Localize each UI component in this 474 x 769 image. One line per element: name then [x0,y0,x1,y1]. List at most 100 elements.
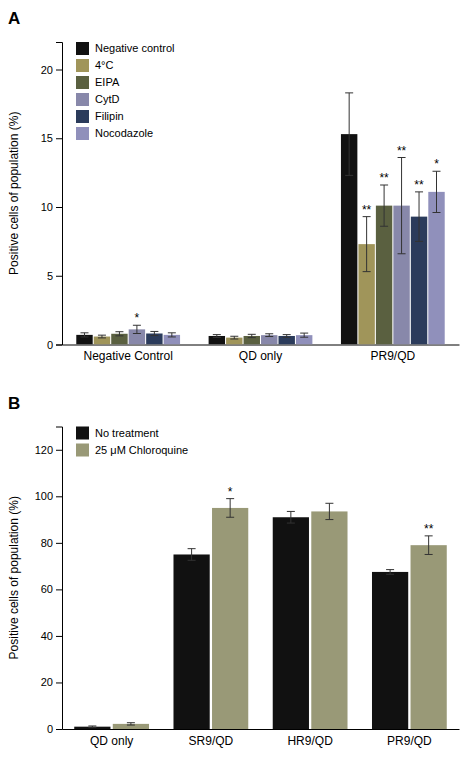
tick-label: 0 [47,723,53,735]
panel: 020406080100120QD onlySR9/QDHR9/QDPR9/QD… [7,394,460,748]
error-bar [98,335,106,338]
error-bar [127,723,135,725]
tick-label: SR9/QD [189,734,234,748]
legend-item: Filipin [76,110,124,123]
legend-swatch [76,76,89,89]
tick: 5 [47,270,62,282]
tick-label: 15 [41,132,53,144]
error-bar [415,192,423,242]
legend-item: CytD [76,93,120,106]
legend-item: Nocodazole [76,127,153,140]
bar [273,517,309,729]
legend: No treatment 25 μM Chloroquine [76,427,188,457]
tick-label: 120 [35,444,53,456]
tick-mark [56,496,62,497]
tick-label: HR9/QD [287,734,333,748]
tick-label: 20 [41,676,53,688]
series [146,192,427,345]
tick-mark [56,345,62,346]
tick: 120 [35,444,62,456]
tick-label: 0 [47,339,53,351]
panel-label: A [8,9,20,28]
significance-marker: * [135,311,140,325]
tick-mark [56,682,62,683]
error-bar [287,511,295,523]
error-bar [168,333,176,337]
axis-line [56,427,63,730]
annotations: ********** [135,144,440,326]
legend-label: 25 μM Chloroquine [95,444,188,456]
significance-marker: ** [397,144,407,158]
tick-label: 100 [35,490,53,502]
legend-swatch [76,427,89,440]
axis-line [63,729,460,730]
legend-swatch [76,42,89,55]
error-bar [300,333,308,337]
tick-label: 5 [47,270,53,282]
y-axis-title: Positive cells of population (%) [7,496,21,659]
series [113,499,447,729]
error-bar [363,217,371,272]
tick: 15 [41,132,62,144]
plot-area [76,93,444,345]
error-bar [325,503,333,519]
y-axis: 0 5 10 15 20 [41,43,63,351]
significance-marker: ** [424,522,434,536]
tick: 0 [47,339,62,351]
legend-item: Negative control [76,42,175,55]
error-bar [133,325,141,333]
tick: 60 [41,583,62,595]
error-bar [425,536,433,555]
tick: HR9/QD [287,729,333,748]
legend-item: 25 μM Chloroquine [76,444,188,457]
error-bar [226,499,234,518]
tick-mark [56,207,62,208]
plot-area [74,499,447,729]
legend-swatch [76,444,89,457]
tick: 20 [41,64,62,76]
x-axis: QD onlySR9/QDHR9/QDPR9/QD [63,729,460,748]
x-axis: Negative ControlQD onlyPR9/QD [63,345,460,364]
panel-label: B [8,394,20,413]
significance-marker: * [434,157,439,171]
legend-label: No treatment [95,427,159,439]
tick-mark [56,276,62,277]
legend-item: No treatment [76,427,159,440]
y-axis: 0 20 40 60 80 100 120 [35,427,63,735]
tick-label: 20 [41,64,53,76]
legend-label: EIPA [95,76,120,88]
error-bar [150,331,158,335]
legend-swatch [76,127,89,140]
error-bar [433,171,441,212]
legend-item: EIPA [76,76,120,89]
error-bar [398,158,406,254]
tick-label: PR9/QD [370,349,415,363]
legend-item: 4°C [76,59,114,72]
series [94,217,375,345]
tick: Negative Control [83,345,172,364]
legend-label: Filipin [95,110,124,122]
significance-marker: ** [414,178,424,192]
tick-label: 60 [41,583,53,595]
legend-swatch [76,110,89,123]
series [129,158,410,345]
series [164,171,445,344]
tick: SR9/QD [189,729,234,748]
error-bar [265,334,273,337]
tick-mark [56,729,62,730]
tick: 10 [41,201,62,213]
tick-label: 10 [41,201,53,213]
tick-label: 40 [41,630,53,642]
error-bar [115,332,123,336]
error-bar [380,185,388,226]
tick-mark [56,636,62,637]
figure: 05101520Negative ControlQD onlyPR9/QD***… [0,0,474,769]
significance-marker: ** [362,203,372,217]
axis-line [56,43,63,346]
tick-mark [56,543,62,544]
tick: QD only [90,729,133,748]
tick: 80 [41,537,62,549]
tick-label: QD only [90,734,133,748]
tick-mark [56,450,62,451]
error-bar [345,93,353,176]
